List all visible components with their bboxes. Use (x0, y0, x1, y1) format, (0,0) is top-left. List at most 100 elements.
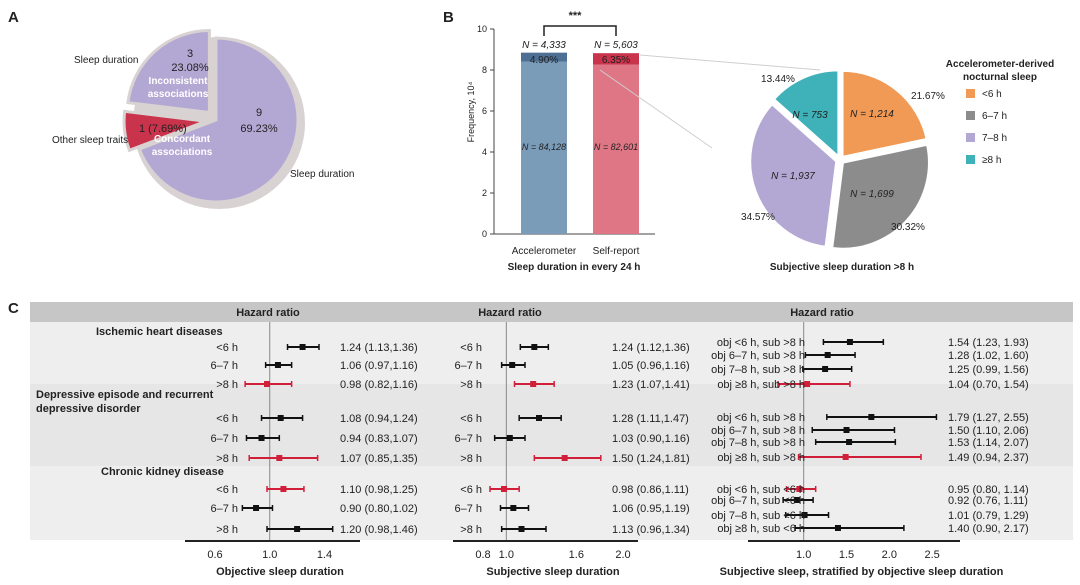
pie-a-slice-0 (137, 36, 300, 204)
forest-2-point-6 (846, 439, 853, 445)
pie-a-count-1: 1 (7.69%) (139, 123, 187, 135)
forest-1-point-4 (506, 435, 513, 441)
pie-a-label-other: Other sleep traits (52, 135, 128, 146)
forest-2-row-value-11: 1.40 (0.90, 2.17) (948, 523, 1029, 535)
forest-0-row-label-7: 6–7 h (210, 503, 238, 515)
pie-b-n-3: N = 753 (792, 110, 828, 121)
forest-0-row-label-5: >8 h (216, 453, 238, 465)
forest-1-point-3 (536, 415, 542, 421)
forest-0-tick-2: 1.4 (317, 549, 332, 561)
forest-1-row-label-1: 6–7 h (454, 360, 482, 372)
legend-title-2: nocturnal sleep (963, 72, 1037, 83)
legend-label-2: 7–8 h (982, 133, 1007, 144)
forest-0-row-value-4: 0.94 (0.83,1.07) (340, 433, 418, 445)
forest-1-point-8 (518, 526, 525, 532)
forest-2-row-label-6: obj 7–8 h, sub >8 h (711, 437, 805, 449)
forest-0-point-0 (299, 344, 306, 350)
annotation-inconsistent-2: associations (148, 89, 209, 100)
forest-0-row-label-1: 6–7 h (210, 360, 238, 372)
forest-0-point-5 (276, 455, 283, 461)
legend-swatch-0 (966, 89, 975, 98)
forest-2-row-value-3: 1.04 (0.70, 1.54) (948, 379, 1029, 391)
forest-0-point-6 (280, 486, 287, 492)
bar-ytick-label-5: 10 (477, 24, 487, 34)
pie-b-pct-3: 13.44% (761, 74, 795, 85)
forest-1-row-value-2: 1.23 (1.07,1.41) (612, 379, 690, 391)
legend-swatch-2 (966, 133, 975, 142)
forest-1-row-label-8: >8 h (460, 524, 482, 536)
forest-0-row-value-1: 1.06 (0.97,1.16) (340, 360, 418, 372)
forest-2-row-label-8: obj <6 h, sub <6 h (717, 484, 805, 496)
forest-1-row-value-4: 1.03 (0.90,1.16) (612, 433, 690, 445)
forest-0-point-2 (264, 381, 270, 387)
forest-1-point-5 (561, 455, 568, 461)
bar-top-1 (593, 53, 639, 65)
forest-2-xlabel: Subjective sleep, stratified by objectiv… (720, 566, 1004, 578)
annotation-concordant-2: associations (152, 147, 213, 158)
bar-ytick-label-3: 6 (482, 106, 487, 116)
forest-1-row-value-5: 1.50 (1.24,1.81) (612, 453, 690, 465)
pie-b (749, 69, 930, 250)
forest-2-row-value-0: 1.54 (1.23, 1.93) (948, 337, 1029, 349)
bar-ytick-label-0: 0 (482, 229, 487, 239)
pie-a-pct-9: 69.23% (240, 123, 278, 135)
forest-2-row-label-0: obj <6 h, sub >8 h (717, 337, 805, 349)
forest-1-point-1 (509, 362, 516, 368)
pie-b-title: Subjective sleep duration >8 h (770, 262, 914, 273)
forest-plot: 0.6 1.0 1.4 Objective sleep duration <6 h 1.2… (185, 322, 1029, 578)
forest-1-tick-2: 1.6 (569, 549, 584, 561)
forest-0-row-value-0: 1.24 (1.13,1.36) (340, 342, 418, 354)
forest-2-tick-1: 1.5 (839, 549, 854, 561)
forest-2-row-label-5: obj 6–7 h, sub >8 h (711, 425, 805, 437)
connector-upper (639, 54, 821, 71)
forest-0-row-label-0: <6 h (216, 342, 238, 354)
forest-2-point-4 (868, 414, 875, 420)
bar-category-self: Self-report (593, 246, 640, 257)
bar-xlabel: Sleep duration in every 24 h (508, 262, 641, 273)
pie-a-count-9: 9 (256, 107, 262, 119)
bar-pct-acc: 4.90% (530, 55, 558, 66)
forest-2-point-2 (822, 366, 829, 372)
pie-b-slice-0 (841, 69, 928, 159)
forest-2-row-label-10: obj 7–8 h, sub <6 h (711, 510, 805, 522)
forest-2-point-7 (842, 454, 849, 460)
bar-n-main-self: N = 82,601 (594, 142, 638, 152)
forest-2-row-label-11: obj ≥8 h, sub <6 h (717, 523, 805, 535)
connector-lower (599, 69, 713, 149)
pie-b-slice-3 (772, 69, 840, 159)
forest-0-xlabel: Objective sleep duration (216, 566, 344, 578)
forest-band-2 (30, 384, 1073, 466)
forest-0-row-value-3: 1.08 (0.94,1.24) (340, 413, 418, 425)
forest-1-row-label-4: 6–7 h (454, 433, 482, 445)
bar-n-top-acc: N = 4,333 (522, 40, 566, 51)
forest-2-point-0 (846, 339, 853, 345)
forest-0-row-value-2: 0.98 (0.82,1.16) (340, 379, 418, 391)
pie-a-label-sleep-top: Sleep duration (74, 55, 139, 66)
forest-1-row-label-0: <6 h (460, 342, 482, 354)
forest-1-point-0 (531, 344, 538, 350)
pie-a (122, 29, 305, 209)
group-label-1: Ischemic heart diseases (96, 326, 223, 338)
pie-b-n-2: N = 1,937 (771, 171, 815, 182)
panel-b-letter: B (443, 9, 454, 26)
forest-0-row-value-8: 1.20 (0.98,1.46) (340, 524, 418, 536)
forest-2-point-3 (804, 381, 811, 387)
bar-ytick-label-2: 4 (482, 147, 487, 157)
forest-0-row-value-6: 1.10 (0.98,1.25) (340, 484, 418, 496)
bar-n-main-acc: N = 84,128 (522, 142, 566, 152)
forest-0-tick-0: 0.6 (207, 549, 222, 561)
forest-2-row-value-8: 0.95 (0.80, 1.14) (948, 484, 1029, 496)
pie-b-pct-2: 34.57% (741, 212, 775, 223)
forest-1-row-value-0: 1.24 (1.12,1.36) (612, 342, 690, 354)
forest-2-point-8 (796, 486, 803, 492)
forest-2-point-9 (793, 497, 800, 503)
pie-b-slice-2 (749, 102, 838, 248)
forest-0-point-3 (277, 415, 284, 421)
bar-top-0 (521, 52, 567, 62)
pie-b-pct-0: 21.67% (911, 91, 945, 102)
forest-0-row-value-5: 1.07 (0.85,1.35) (340, 453, 418, 465)
forest-0-row-label-8: >8 h (216, 524, 238, 536)
forest-0-row-label-2: >8 h (216, 379, 238, 391)
forest-2-point-1 (824, 352, 831, 358)
